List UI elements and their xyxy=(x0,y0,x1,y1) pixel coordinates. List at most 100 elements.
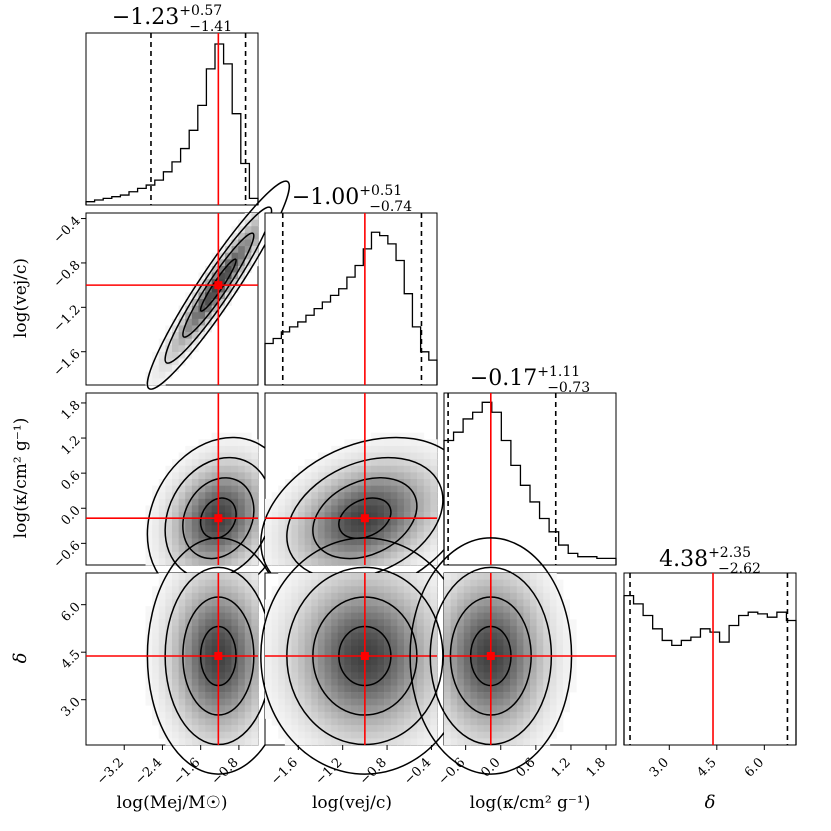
density-cell xyxy=(218,619,226,627)
density-cell xyxy=(423,678,431,686)
density-cell xyxy=(284,645,292,653)
density-cell xyxy=(364,659,372,666)
density-cell xyxy=(265,538,272,546)
density-cell xyxy=(410,551,418,559)
density-cell xyxy=(337,505,345,513)
density-cell xyxy=(463,692,471,699)
density-cell xyxy=(278,698,286,706)
density-cell xyxy=(224,465,232,473)
density-cell xyxy=(543,639,551,647)
density-cell xyxy=(503,586,511,594)
density-cell xyxy=(331,738,339,746)
density-cell xyxy=(224,505,232,513)
density-cell xyxy=(304,531,312,539)
density-cell xyxy=(337,625,345,633)
density-cell xyxy=(152,685,160,693)
density-cell xyxy=(158,599,166,607)
density-cell xyxy=(364,479,372,486)
density-cell xyxy=(510,599,518,607)
density-cell xyxy=(178,459,186,467)
density-cell xyxy=(191,318,199,326)
density-cell xyxy=(224,498,232,506)
density-cell xyxy=(317,558,325,566)
density-cell xyxy=(377,465,385,473)
density-cell xyxy=(364,538,372,546)
density-cell xyxy=(298,551,305,559)
density-cell xyxy=(198,731,206,739)
density-cell xyxy=(198,531,206,539)
xtick-label-logkappa: 1.8 xyxy=(584,755,609,780)
density-cell xyxy=(364,492,372,500)
density-cell xyxy=(530,619,537,627)
density-cell xyxy=(403,645,411,653)
density-cell xyxy=(304,485,312,493)
density-cell xyxy=(337,659,345,666)
density-cell xyxy=(450,711,458,719)
density-cell xyxy=(165,371,173,379)
density-cell xyxy=(470,678,478,686)
density-cell xyxy=(357,558,365,566)
density-cell xyxy=(556,692,564,699)
density-cell xyxy=(158,351,166,359)
density-cell xyxy=(530,592,537,600)
density-cell xyxy=(191,685,199,693)
density-cell xyxy=(384,465,391,473)
density-cell xyxy=(278,711,286,719)
density-cell xyxy=(337,725,345,733)
density-cell xyxy=(291,738,299,746)
xtick-label-logmej: −1.6 xyxy=(171,755,204,788)
density-cell xyxy=(251,586,259,594)
density-cell xyxy=(238,586,246,594)
density-cell xyxy=(364,685,372,693)
density-cell xyxy=(271,632,279,640)
title-delta: 4.38+2.35 −2.62 xyxy=(659,545,761,577)
density-cell xyxy=(185,612,193,620)
density-cell xyxy=(370,698,378,706)
density-cell xyxy=(224,452,232,460)
density-cell xyxy=(165,659,173,666)
density-cell xyxy=(390,665,398,673)
density-cell xyxy=(470,725,478,733)
density-cell xyxy=(377,531,385,539)
density-cell xyxy=(172,479,179,486)
density-cell xyxy=(563,645,570,653)
density-cell xyxy=(324,672,332,680)
density-cell xyxy=(410,518,418,526)
density-cell xyxy=(370,731,378,739)
density-cell xyxy=(450,606,458,613)
density-cell xyxy=(291,599,299,607)
density-cell xyxy=(211,678,219,686)
density-cell xyxy=(351,525,358,533)
density-cell xyxy=(198,305,206,313)
density-cell xyxy=(251,465,259,473)
ytick-label-logvej: −0.8 xyxy=(51,258,84,291)
density-cell xyxy=(251,226,259,234)
density-cell xyxy=(278,731,286,739)
density-cell xyxy=(510,672,518,680)
density-cell xyxy=(390,711,398,719)
density-cell xyxy=(198,472,206,480)
density-cell xyxy=(390,432,398,440)
density-cell xyxy=(165,639,173,647)
density-cell xyxy=(563,632,570,640)
density-cell xyxy=(397,551,405,559)
density-cell xyxy=(370,711,378,719)
density-cell xyxy=(158,592,166,600)
density-cell xyxy=(450,705,458,713)
density-cell xyxy=(364,485,372,493)
density-cell xyxy=(364,525,372,533)
density-cell xyxy=(165,358,173,366)
density-cell xyxy=(317,672,325,680)
density-cell xyxy=(231,632,239,640)
density-cell xyxy=(423,518,431,526)
density-cell xyxy=(364,705,372,713)
density-cell xyxy=(344,606,352,613)
density-cell xyxy=(470,698,478,706)
density-cell xyxy=(337,492,345,500)
density-cell xyxy=(337,731,345,739)
density-cell xyxy=(503,645,511,653)
density-cell xyxy=(211,531,219,539)
density-cell xyxy=(205,292,212,300)
density-cell xyxy=(390,639,398,647)
panel-delta-hist xyxy=(623,572,797,746)
